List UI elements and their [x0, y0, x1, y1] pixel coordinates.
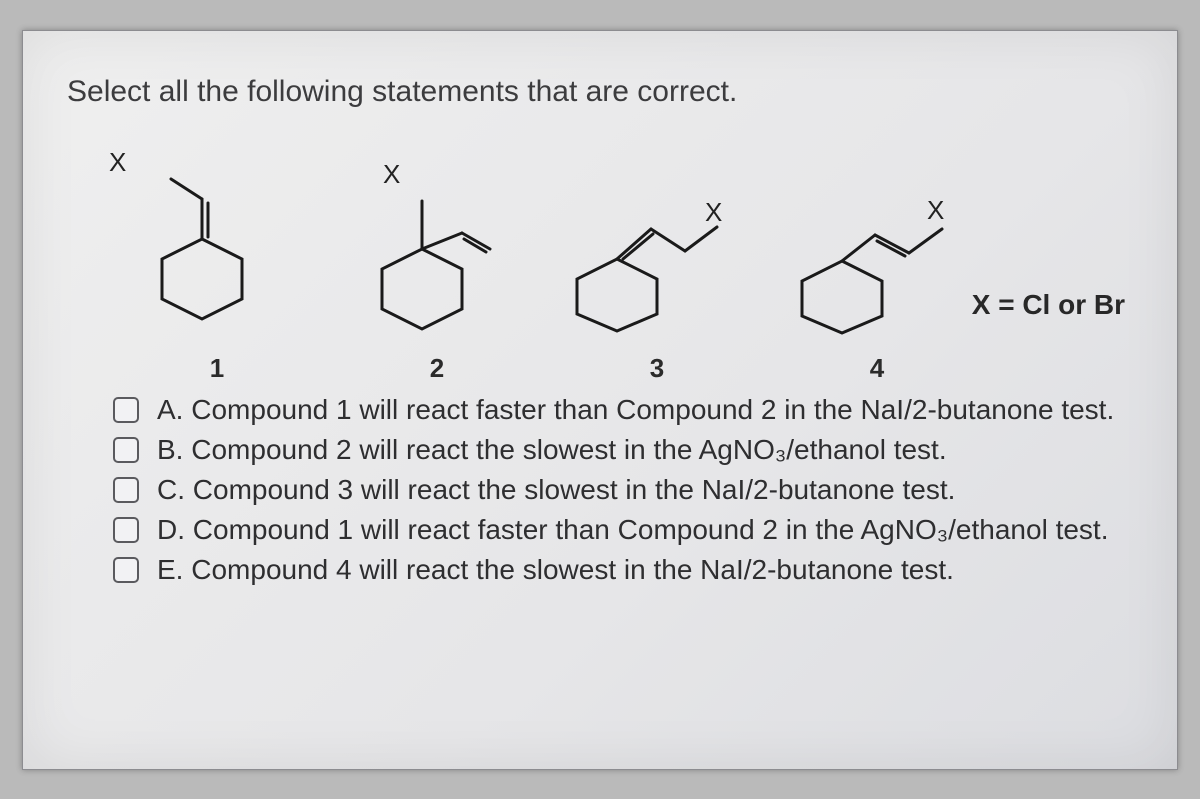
x-definition: X = Cl or Br	[972, 289, 1125, 321]
structure-number-row: 1 2 3 4	[67, 353, 1133, 384]
structure-2: X	[327, 159, 547, 339]
option-c-checkbox[interactable]	[113, 477, 139, 503]
question-sheet: Select all the following statements that…	[22, 30, 1178, 770]
structure-3: X	[547, 159, 767, 339]
option-a-row: A. Compound 1 will react faster than Com…	[113, 394, 1133, 426]
structure-number-4: 4	[767, 353, 987, 384]
option-c-row: C. Compound 3 will react the slowest in …	[113, 474, 1133, 506]
option-d-row: D. Compound 1 will react faster than Com…	[113, 514, 1133, 546]
option-e-row: E. Compound 4 will react the slowest in …	[113, 554, 1133, 586]
structure-number-1: 1	[107, 353, 327, 384]
option-d-text: D. Compound 1 will react faster than Com…	[157, 514, 1108, 546]
structure-1-x-label: X	[109, 147, 126, 178]
structure-4-x-label: X	[927, 195, 944, 226]
answer-options: A. Compound 1 will react faster than Com…	[67, 394, 1133, 586]
structure-1: X	[107, 159, 327, 339]
option-b-checkbox[interactable]	[113, 437, 139, 463]
structure-number-2: 2	[327, 353, 547, 384]
option-e-text: E. Compound 4 will react the slowest in …	[157, 554, 954, 586]
option-c-text: C. Compound 3 will react the slowest in …	[157, 474, 955, 506]
option-b-row: B. Compound 2 will react the slowest in …	[113, 434, 1133, 466]
structure-4: X	[767, 159, 987, 339]
option-d-checkbox[interactable]	[113, 517, 139, 543]
question-prompt: Select all the following statements that…	[67, 75, 1133, 109]
option-a-text: A. Compound 1 will react faster than Com…	[157, 394, 1114, 426]
structure-number-3: 3	[547, 353, 767, 384]
structure-2-x-label: X	[383, 159, 400, 190]
structure-3-x-label: X	[705, 197, 722, 228]
option-e-checkbox[interactable]	[113, 557, 139, 583]
option-b-text: B. Compound 2 will react the slowest in …	[157, 434, 947, 466]
option-a-checkbox[interactable]	[113, 397, 139, 423]
